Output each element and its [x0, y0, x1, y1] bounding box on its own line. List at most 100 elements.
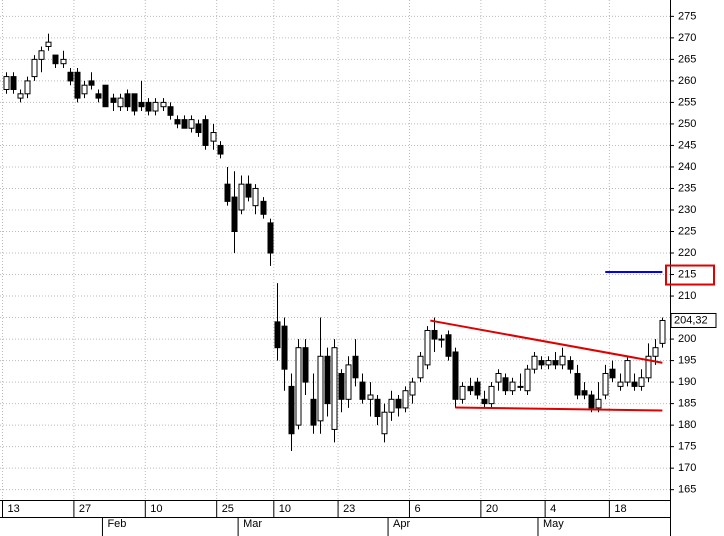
candle-body [95, 93, 102, 99]
candle-body [60, 58, 67, 65]
candle-body [359, 381, 366, 400]
y-tick-label: 210 [678, 290, 696, 302]
candle-body [17, 93, 24, 99]
candle-body [352, 355, 359, 379]
x-tick-label: 27 [79, 503, 91, 515]
y-tick-label: 255 [678, 96, 696, 108]
candle-body [502, 377, 509, 392]
candle-body [367, 394, 374, 400]
candle-body [324, 355, 331, 405]
candle-body [374, 398, 381, 418]
candle-body [524, 368, 531, 392]
y-tick-label: 235 [678, 182, 696, 194]
candle-body [245, 183, 252, 198]
y-tick-label: 175 [678, 441, 696, 453]
candle-body [210, 132, 217, 142]
candle-body [310, 398, 317, 426]
month-label: Feb [107, 518, 126, 530]
candle-body [645, 355, 652, 379]
candle-body [202, 119, 209, 146]
y-tick-label: 245 [678, 139, 696, 151]
candle-body [467, 385, 474, 392]
candle-body [617, 381, 624, 387]
x-tick-label: 25 [222, 503, 234, 515]
candle-body [545, 360, 552, 366]
candle-body [531, 355, 538, 370]
y-tick-label: 195 [678, 354, 696, 366]
candle-body [381, 411, 388, 435]
candle-body [138, 101, 145, 108]
candle-body [388, 398, 395, 413]
y-tick-label: 250 [678, 118, 696, 130]
x-tick-label: 18 [614, 503, 626, 515]
candle-body [481, 398, 488, 405]
candle-body [495, 372, 502, 383]
y-tick-label: 200 [678, 333, 696, 345]
candle-body [117, 97, 124, 108]
candle-body [252, 187, 259, 207]
candle-body [452, 351, 459, 400]
trend-line [430, 319, 663, 364]
candle-body [338, 372, 345, 400]
candle-body [567, 360, 574, 370]
candle-body [438, 338, 445, 341]
candle-body [145, 101, 152, 112]
candle-body [602, 372, 609, 396]
candle-body [409, 381, 416, 396]
candle-body [38, 50, 45, 60]
candle-body [302, 347, 309, 383]
candle-body [24, 80, 31, 95]
y-tick-label: 270 [678, 32, 696, 44]
candle-body [552, 360, 559, 366]
candle-body [131, 93, 138, 112]
candle-body [445, 334, 452, 357]
candle-body [417, 355, 424, 379]
candle-body [559, 355, 566, 366]
y-tick-label: 230 [678, 204, 696, 216]
last-price-box [670, 312, 717, 328]
candle-body [488, 385, 495, 405]
y-tick-label: 220 [678, 247, 696, 259]
candle-body [638, 377, 645, 387]
candle-body [110, 97, 117, 103]
candle-body [659, 319, 666, 344]
candle-body [581, 390, 588, 396]
highlight-box [665, 264, 715, 286]
candle-body [631, 381, 638, 387]
y-tick-label: 265 [678, 53, 696, 65]
x-tick-label: 4 [550, 503, 556, 515]
y-tick-label: 240 [678, 161, 696, 173]
y-tick-label: 180 [678, 419, 696, 431]
candle-body [331, 347, 338, 430]
candle-body [595, 398, 602, 409]
candle-body [45, 41, 52, 47]
month-label: Apr [393, 518, 410, 530]
candle-body [588, 394, 595, 409]
candle-body [274, 321, 281, 349]
candle-body [574, 372, 581, 396]
candle-body [288, 385, 295, 435]
candle-body [167, 106, 174, 116]
candle-body [231, 196, 238, 232]
candle-body [395, 398, 402, 409]
candle-body [67, 71, 74, 82]
y-tick-label: 275 [678, 10, 696, 22]
x-tick-label: 13 [8, 503, 20, 515]
y-tick-label: 260 [678, 75, 696, 87]
candle-body [181, 119, 188, 129]
candle-body [238, 183, 245, 211]
candle-body [624, 360, 631, 383]
candle-body [538, 360, 545, 366]
candle-body [217, 144, 224, 155]
candle-body [224, 183, 231, 202]
candle-body [174, 119, 181, 125]
candle-body [424, 329, 431, 366]
y-tick-label: 185 [678, 398, 696, 410]
candle-body [195, 123, 202, 134]
x-tick-label: 23 [343, 503, 355, 515]
y-tick-label: 190 [678, 376, 696, 388]
candle-body [102, 84, 109, 108]
candle-body [31, 58, 38, 78]
candle-body [74, 71, 81, 99]
